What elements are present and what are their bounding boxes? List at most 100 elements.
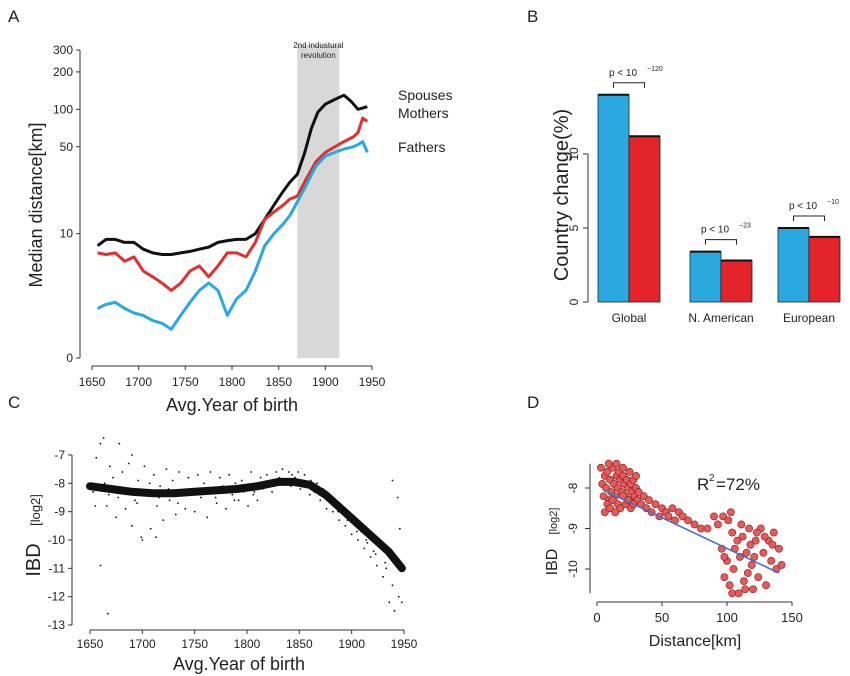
data-point: [140, 536, 143, 539]
data-point: [102, 437, 105, 439]
data-point: [228, 473, 231, 476]
data-point: [240, 479, 243, 482]
data-point: [118, 442, 121, 445]
data-point: [299, 488, 302, 490]
significance-bracket: [793, 215, 825, 221]
bar-global-0: [597, 94, 630, 303]
data-point: [252, 493, 255, 496]
series-label-spouses: Spouses: [398, 87, 452, 103]
bar-european-1: [808, 236, 841, 303]
x-axis-title: Avg.Year of birth: [166, 395, 298, 415]
data-point: [275, 471, 278, 473]
bar-global-1: [628, 135, 661, 303]
data-point: [384, 561, 387, 564]
data-point: [604, 459, 613, 468]
p-value-exponent: −10: [827, 199, 839, 206]
data-point: [231, 493, 234, 496]
data-point: [291, 473, 293, 476]
data-point: [710, 512, 718, 521]
data-point: [308, 493, 311, 496]
data-point: [725, 581, 734, 590]
data-point: [115, 516, 118, 519]
x-tick-label: 1700: [129, 637, 156, 651]
x-tick-label: 100: [716, 610, 738, 625]
data-point: [112, 476, 114, 479]
data-point: [117, 496, 120, 499]
data-point: [121, 471, 124, 473]
data-point: [356, 530, 358, 533]
data-point: [168, 499, 171, 502]
data-point: [751, 536, 760, 545]
data-point: [385, 567, 388, 570]
data-point: [148, 482, 151, 485]
data-point: [156, 505, 158, 507]
y-tick-label: -10: [48, 533, 66, 547]
data-point: [134, 499, 136, 502]
p-value-label: p < 10: [701, 225, 730, 236]
data-point: [611, 508, 620, 517]
regression-line: [603, 489, 780, 574]
data-point: [743, 569, 752, 577]
x-tick-label: 1850: [265, 375, 292, 389]
data-point: [597, 463, 605, 472]
data-point: [297, 471, 300, 473]
data-point: [319, 499, 322, 502]
data-point: [612, 459, 621, 468]
x-tick-label: 1950: [359, 375, 386, 389]
r-squared-superscript: 2: [709, 473, 715, 484]
category-label: European: [783, 311, 835, 325]
data-point: [749, 585, 757, 594]
data-point: [92, 490, 95, 493]
significance-bracket: [613, 82, 645, 88]
data-point: [136, 502, 139, 505]
series-label-fathers: Fathers: [398, 139, 445, 155]
data-point: [391, 479, 394, 482]
x-tick-label: 1900: [338, 637, 365, 651]
x-tick-label: 1800: [219, 375, 246, 389]
data-point: [338, 519, 341, 522]
data-point: [720, 552, 729, 561]
data-point: [747, 561, 756, 569]
data-point: [331, 510, 334, 513]
data-point: [99, 442, 102, 445]
data-point: [777, 561, 786, 569]
data-point: [372, 550, 375, 553]
data-point: [382, 575, 384, 578]
data-point: [303, 473, 306, 476]
y-tick-label: 5: [567, 224, 581, 231]
bar-namerican-0: [689, 251, 722, 303]
data-point: [177, 502, 179, 505]
data-point: [233, 499, 236, 502]
data-point: [734, 589, 743, 598]
y-tick-label: 10: [60, 227, 74, 241]
data-point: [162, 519, 165, 522]
shade-label-line2: revolution: [301, 51, 336, 60]
data-point: [366, 541, 369, 544]
data-point: [645, 496, 653, 505]
bar-namerican-1: [720, 260, 753, 303]
data-point: [733, 536, 742, 545]
data-point: [108, 465, 111, 468]
y-tick-label: 200: [53, 65, 73, 79]
data-point: [684, 516, 692, 525]
y-tick-label: -8: [54, 476, 65, 490]
data-point: [760, 532, 769, 541]
panel-label-b: B: [527, 7, 538, 26]
p-value-exponent: −120: [647, 66, 663, 73]
data-point: [625, 467, 634, 476]
category-label: Global: [612, 311, 647, 325]
data-point: [143, 465, 146, 468]
data-point: [325, 507, 328, 510]
data-point: [375, 564, 378, 567]
data-point: [357, 539, 359, 541]
y-tick-label: -11: [49, 561, 66, 575]
data-point: [256, 499, 259, 502]
data-point: [768, 540, 777, 549]
x-axis-title: Avg.Year of birth: [173, 654, 305, 674]
x-tick-label: 0: [593, 610, 600, 625]
shade-label-line1: 2nd industural: [293, 41, 343, 50]
category-label: N. American: [688, 311, 753, 325]
data-point: [218, 476, 221, 479]
data-point: [193, 510, 196, 513]
